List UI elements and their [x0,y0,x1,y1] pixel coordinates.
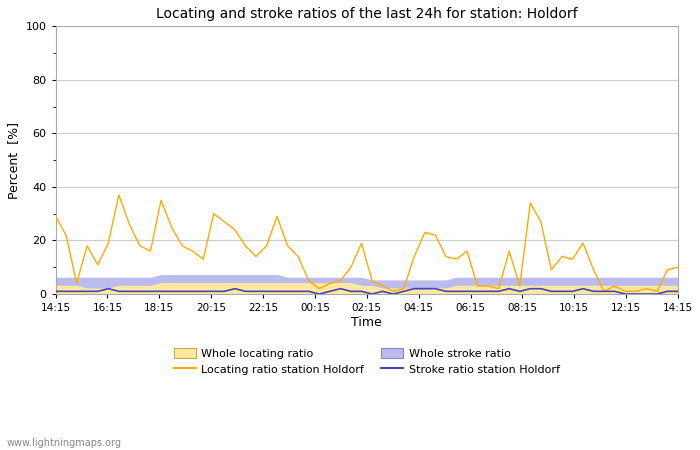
Text: www.lightningmaps.org: www.lightningmaps.org [7,438,122,448]
X-axis label: Time: Time [351,316,382,329]
Legend: Whole locating ratio, Locating ratio station Holdorf, Whole stroke ratio, Stroke: Whole locating ratio, Locating ratio sta… [174,348,560,375]
Title: Locating and stroke ratios of the last 24h for station: Holdorf: Locating and stroke ratios of the last 2… [156,7,578,21]
Y-axis label: Percent  [%]: Percent [%] [7,122,20,198]
